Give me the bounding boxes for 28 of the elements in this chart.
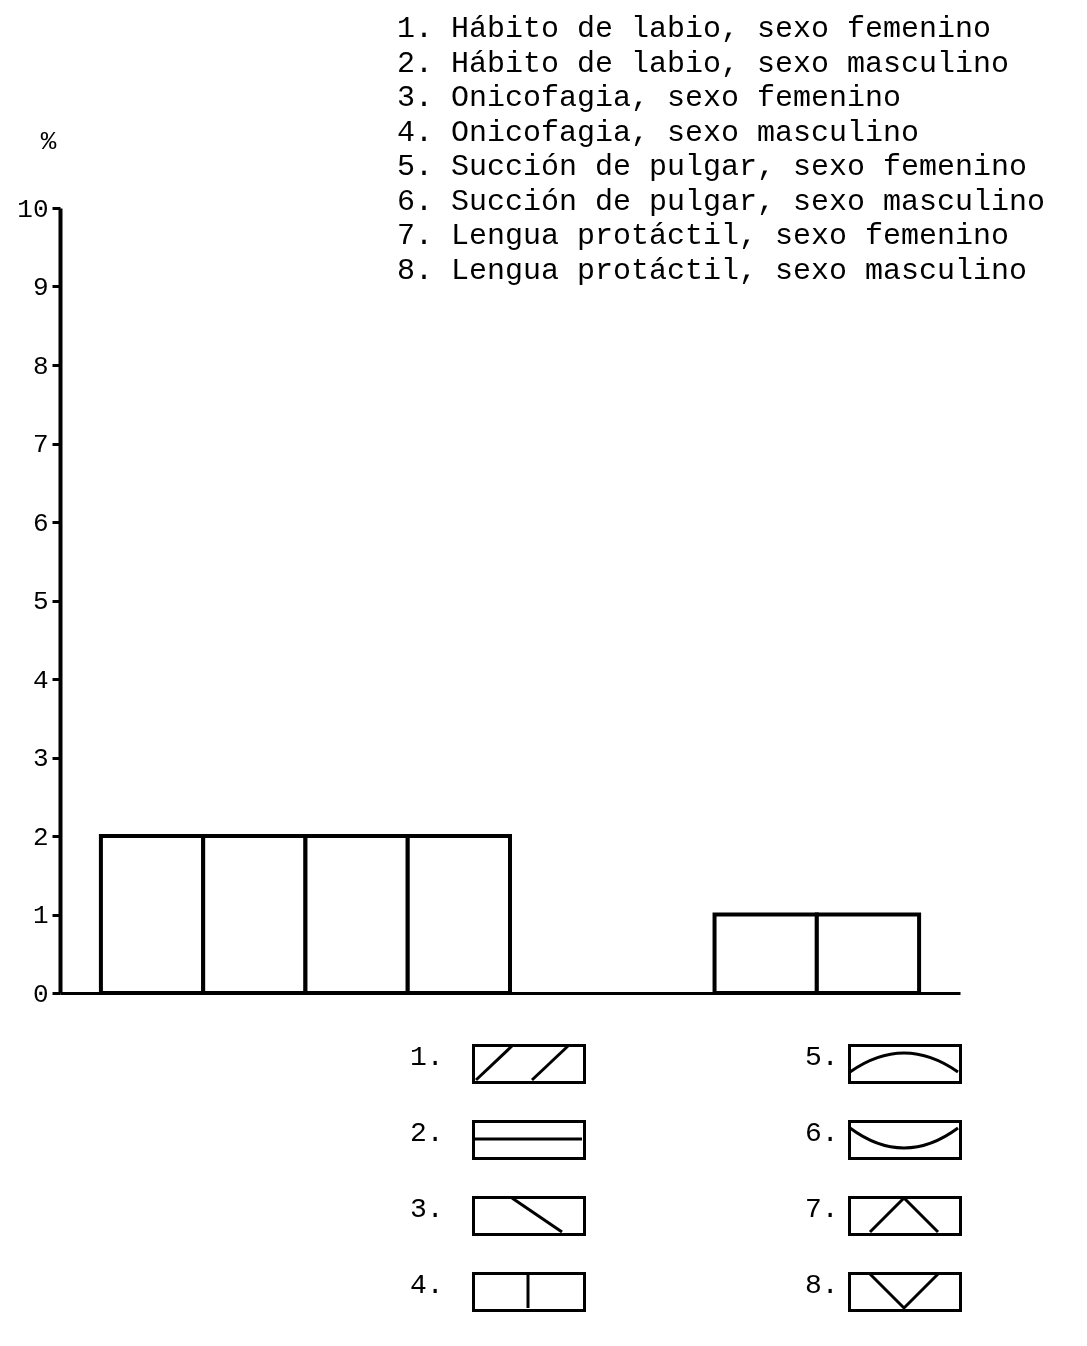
y-axis-title: % bbox=[40, 126, 57, 157]
y-tick-label: 2 bbox=[32, 822, 49, 853]
text: 8. bbox=[805, 1270, 839, 1301]
text: 4. Onicofagia, sexo masculino bbox=[397, 115, 920, 150]
y-tick-label: 1 bbox=[32, 901, 49, 931]
text: 3. Onicofagia, sexo femenino bbox=[397, 81, 902, 115]
text: 6. bbox=[805, 1118, 839, 1149]
text: 5. bbox=[805, 1042, 839, 1073]
annotation: 8. Lengua protáctil, sexo masculino bbox=[397, 253, 1028, 288]
annotation: 7. Lengua protáctil, sexo femenino bbox=[397, 219, 1010, 253]
text: 2. bbox=[410, 1118, 444, 1149]
y-tick-label: 9 bbox=[32, 273, 49, 303]
text: 1. bbox=[410, 1042, 444, 1073]
y-tick-label: 8 bbox=[32, 351, 49, 382]
text: 3. bbox=[410, 1194, 444, 1225]
y-tick-label: 5 bbox=[32, 587, 49, 617]
text: 4. bbox=[410, 1270, 444, 1301]
text: 5. Succión de pulgar, sexo femenino bbox=[397, 150, 1028, 184]
y-tick-label: 4 bbox=[32, 665, 49, 696]
y-tick-label: 3 bbox=[32, 744, 49, 774]
annotation: 6. Succión de pulgar, sexo masculino bbox=[397, 184, 1046, 219]
y-tick-label: 6 bbox=[32, 508, 49, 539]
y-tick-label: 0 bbox=[32, 979, 49, 1010]
text: 2. Hábito de labio, sexo masculino bbox=[397, 46, 1010, 81]
y-tick-label: 10 bbox=[17, 194, 49, 225]
text: 7. bbox=[805, 1194, 839, 1225]
text: 1. Hábito de labio, sexo femenino bbox=[397, 12, 992, 46]
y-tick-label: 7 bbox=[32, 430, 49, 460]
